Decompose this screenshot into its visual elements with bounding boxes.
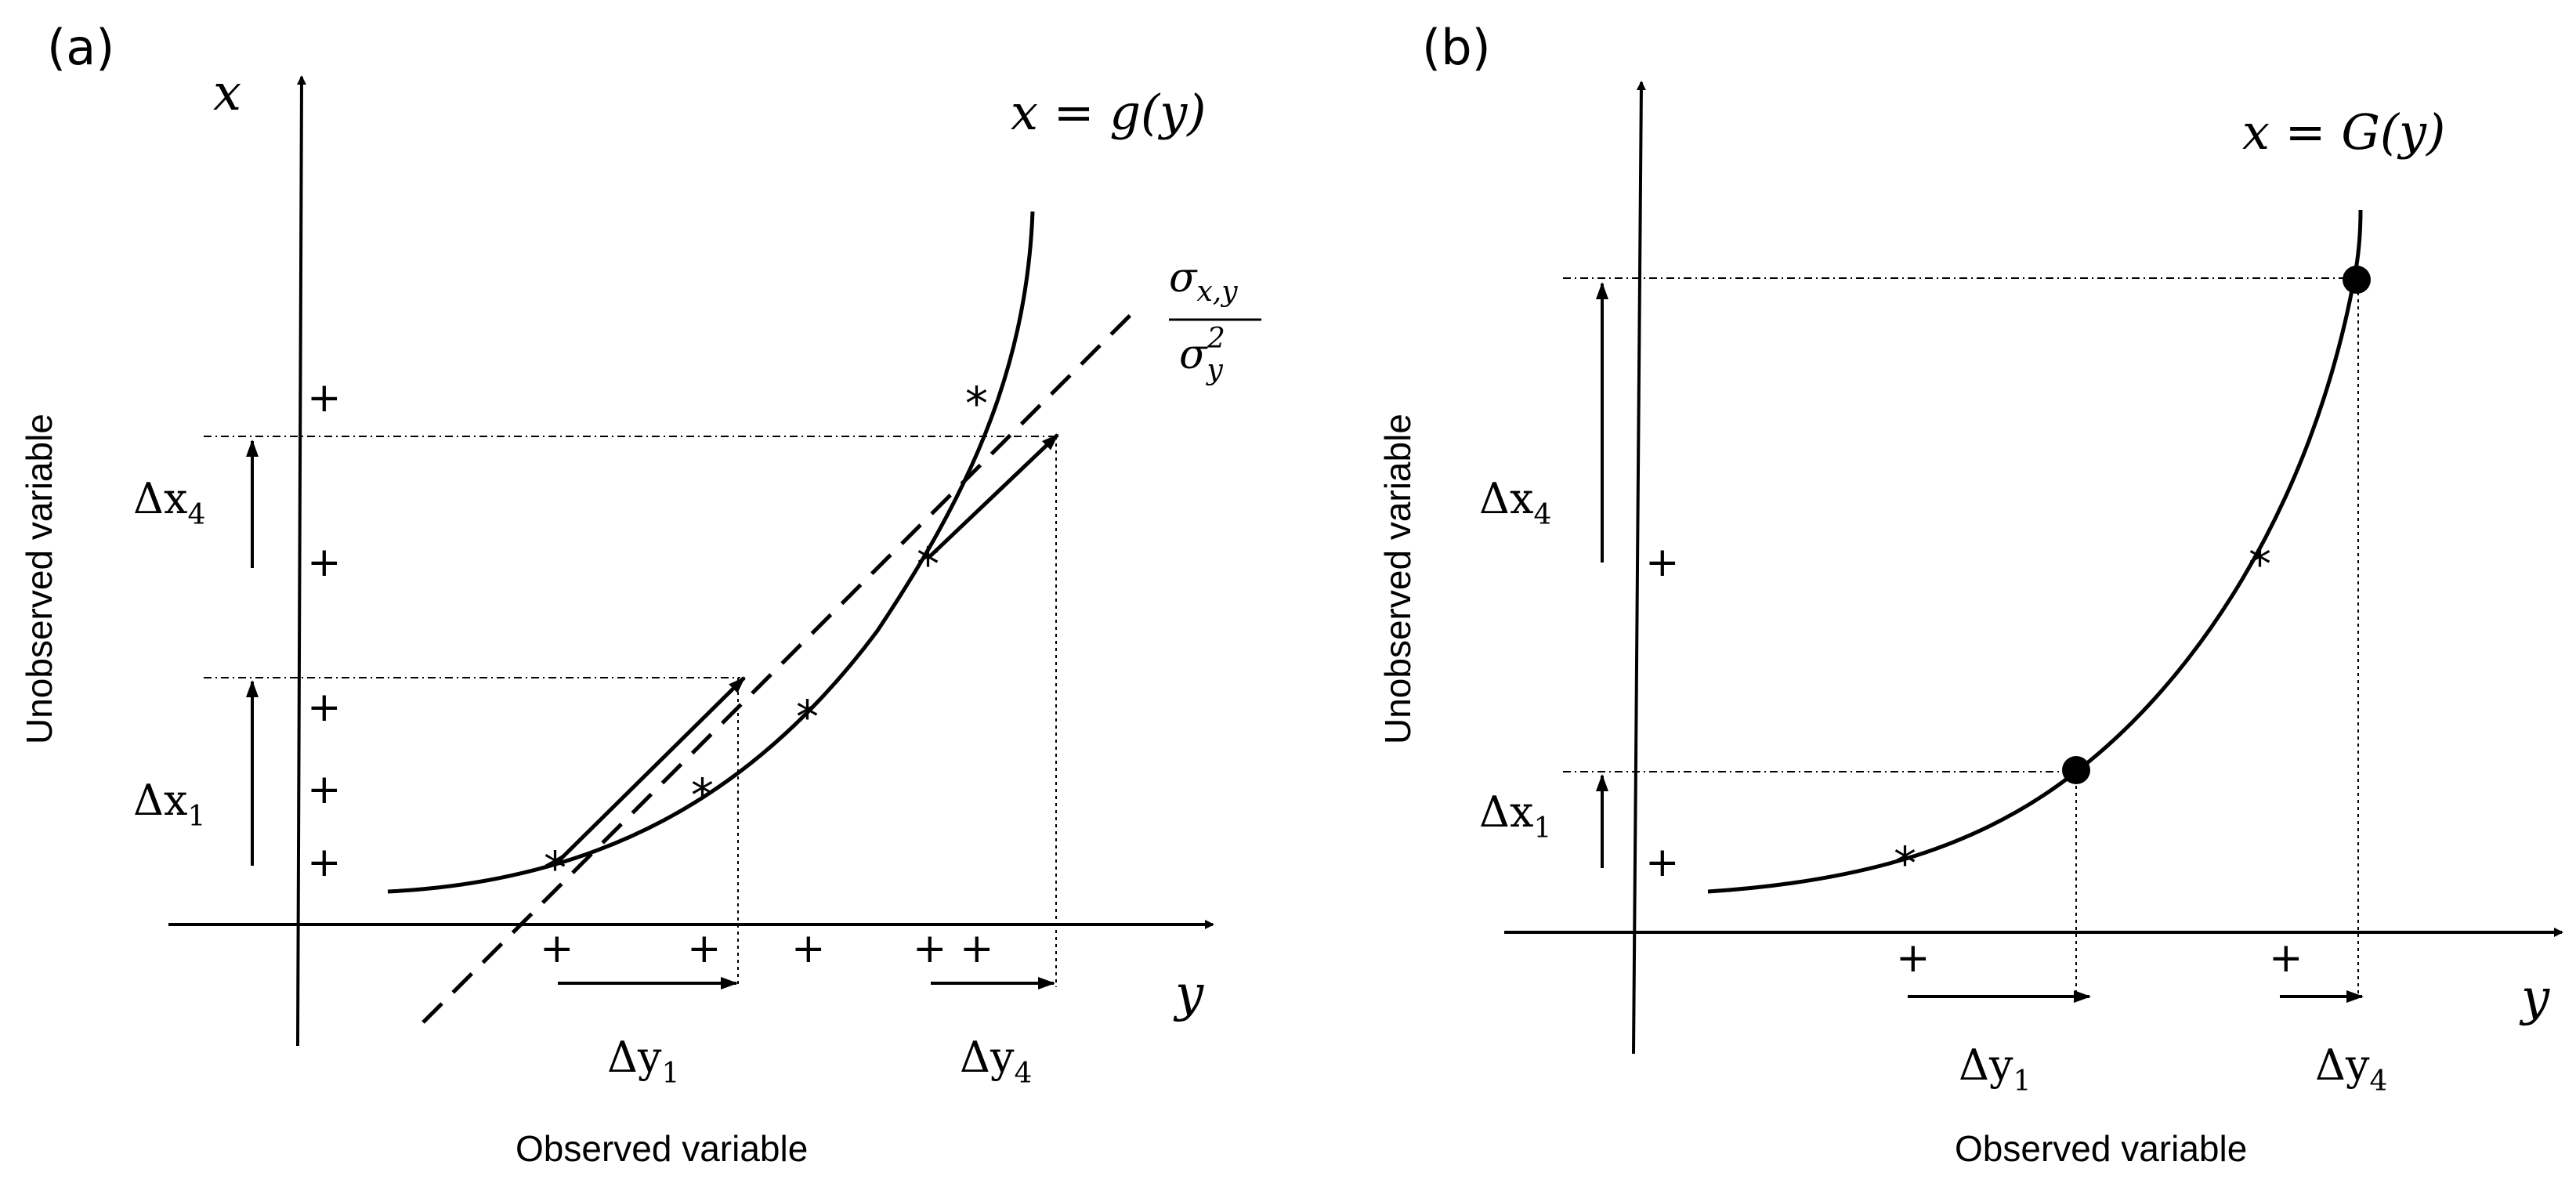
panel-b-plus-markers: + + + + [1645, 539, 2303, 982]
plus-marker: + [913, 925, 947, 972]
slope-numerator: σx,y [1169, 255, 1238, 308]
panel-b-guides [1563, 277, 2359, 995]
plus-marker: + [307, 684, 342, 731]
panel-a-star-markers: * * * * * [544, 377, 988, 895]
plus-marker: + [1645, 839, 1680, 886]
star-marker: * [544, 841, 566, 895]
star-marker: * [2249, 537, 2271, 591]
panel-a-y-label: Unobserved variable [19, 414, 60, 744]
panel-a-regression-line [421, 312, 1134, 1024]
panel-a-dx4-label: Δx4 [133, 474, 205, 531]
plus-marker: + [687, 925, 722, 972]
panel-a-dx1-label: Δx1 [133, 776, 205, 833]
panel-a-x-plus-markers: + + + + + [540, 925, 994, 972]
panel-a-chord-4 [927, 433, 1059, 559]
panel-b-point-1 [2062, 756, 2090, 784]
panel-a-y-axis-var: x [213, 64, 241, 122]
panel-b-y-label: Unobserved variable [1377, 414, 1418, 744]
plus-marker: + [1645, 539, 1680, 586]
slope-denominator: σy2 [1179, 323, 1225, 386]
plus-marker: + [2269, 935, 2303, 982]
panel-b-y-axis [1632, 81, 1646, 1055]
panel-a-label: (a) [47, 19, 114, 76]
panel-a-slope-label: σx,y σy2 [1169, 255, 1261, 386]
panel-a-curve-label: x = g(y) [1011, 84, 1206, 141]
panel-b-curve-label: x = G(y) [2242, 103, 2445, 161]
panel-a-dy1-label: Δy1 [607, 1033, 679, 1090]
plus-marker: + [791, 925, 826, 972]
panel-b-dy4-label: Δy4 [2315, 1040, 2387, 1098]
panel-b-point-4 [2343, 266, 2371, 294]
panel-b-dx1-label: Δx1 [1479, 787, 1551, 845]
panel-a-dy4-label: Δy4 [960, 1033, 1032, 1090]
plus-marker: + [307, 766, 342, 813]
panel-b-star-markers: * * [1894, 537, 2271, 890]
panel-a-y-plus-markers: + + + + + [307, 374, 342, 886]
panel-a-x-axis-var: y [1173, 965, 1204, 1023]
plus-marker: + [540, 925, 574, 972]
panel-a-guides [204, 436, 1057, 987]
star-marker: * [691, 769, 714, 822]
plus-marker: + [307, 539, 342, 586]
panel-a-curve [387, 211, 1035, 894]
panel-b: (b) y x = G(y) Δx1 Δx4 Δy1 Δy4 + + [1377, 19, 2563, 1169]
panel-a-chord-1 [556, 676, 746, 863]
panel-b-dx4-label: Δx4 [1479, 474, 1551, 531]
panel-b-x-axis-var: y [2519, 969, 2550, 1027]
plus-marker: + [307, 839, 342, 886]
plus-marker: + [1896, 935, 1930, 982]
panel-b-label: (b) [1422, 19, 1491, 76]
panel-b-x-label: Observed variable [1955, 1128, 2247, 1169]
panel-a: (a) x y x = g(y) σx,y σy2 Δx1 Δ [19, 19, 1261, 1169]
plus-marker: + [960, 925, 994, 972]
star-marker: * [965, 377, 988, 430]
panel-b-dy1-label: Δy1 [1959, 1040, 2031, 1098]
star-marker: * [796, 690, 819, 743]
plus-marker: + [307, 374, 342, 421]
star-marker: * [917, 537, 939, 591]
panel-a-y-axis [296, 75, 306, 1047]
star-marker: * [1894, 837, 1916, 890]
panel-a-x-label: Observed variable [516, 1128, 808, 1169]
